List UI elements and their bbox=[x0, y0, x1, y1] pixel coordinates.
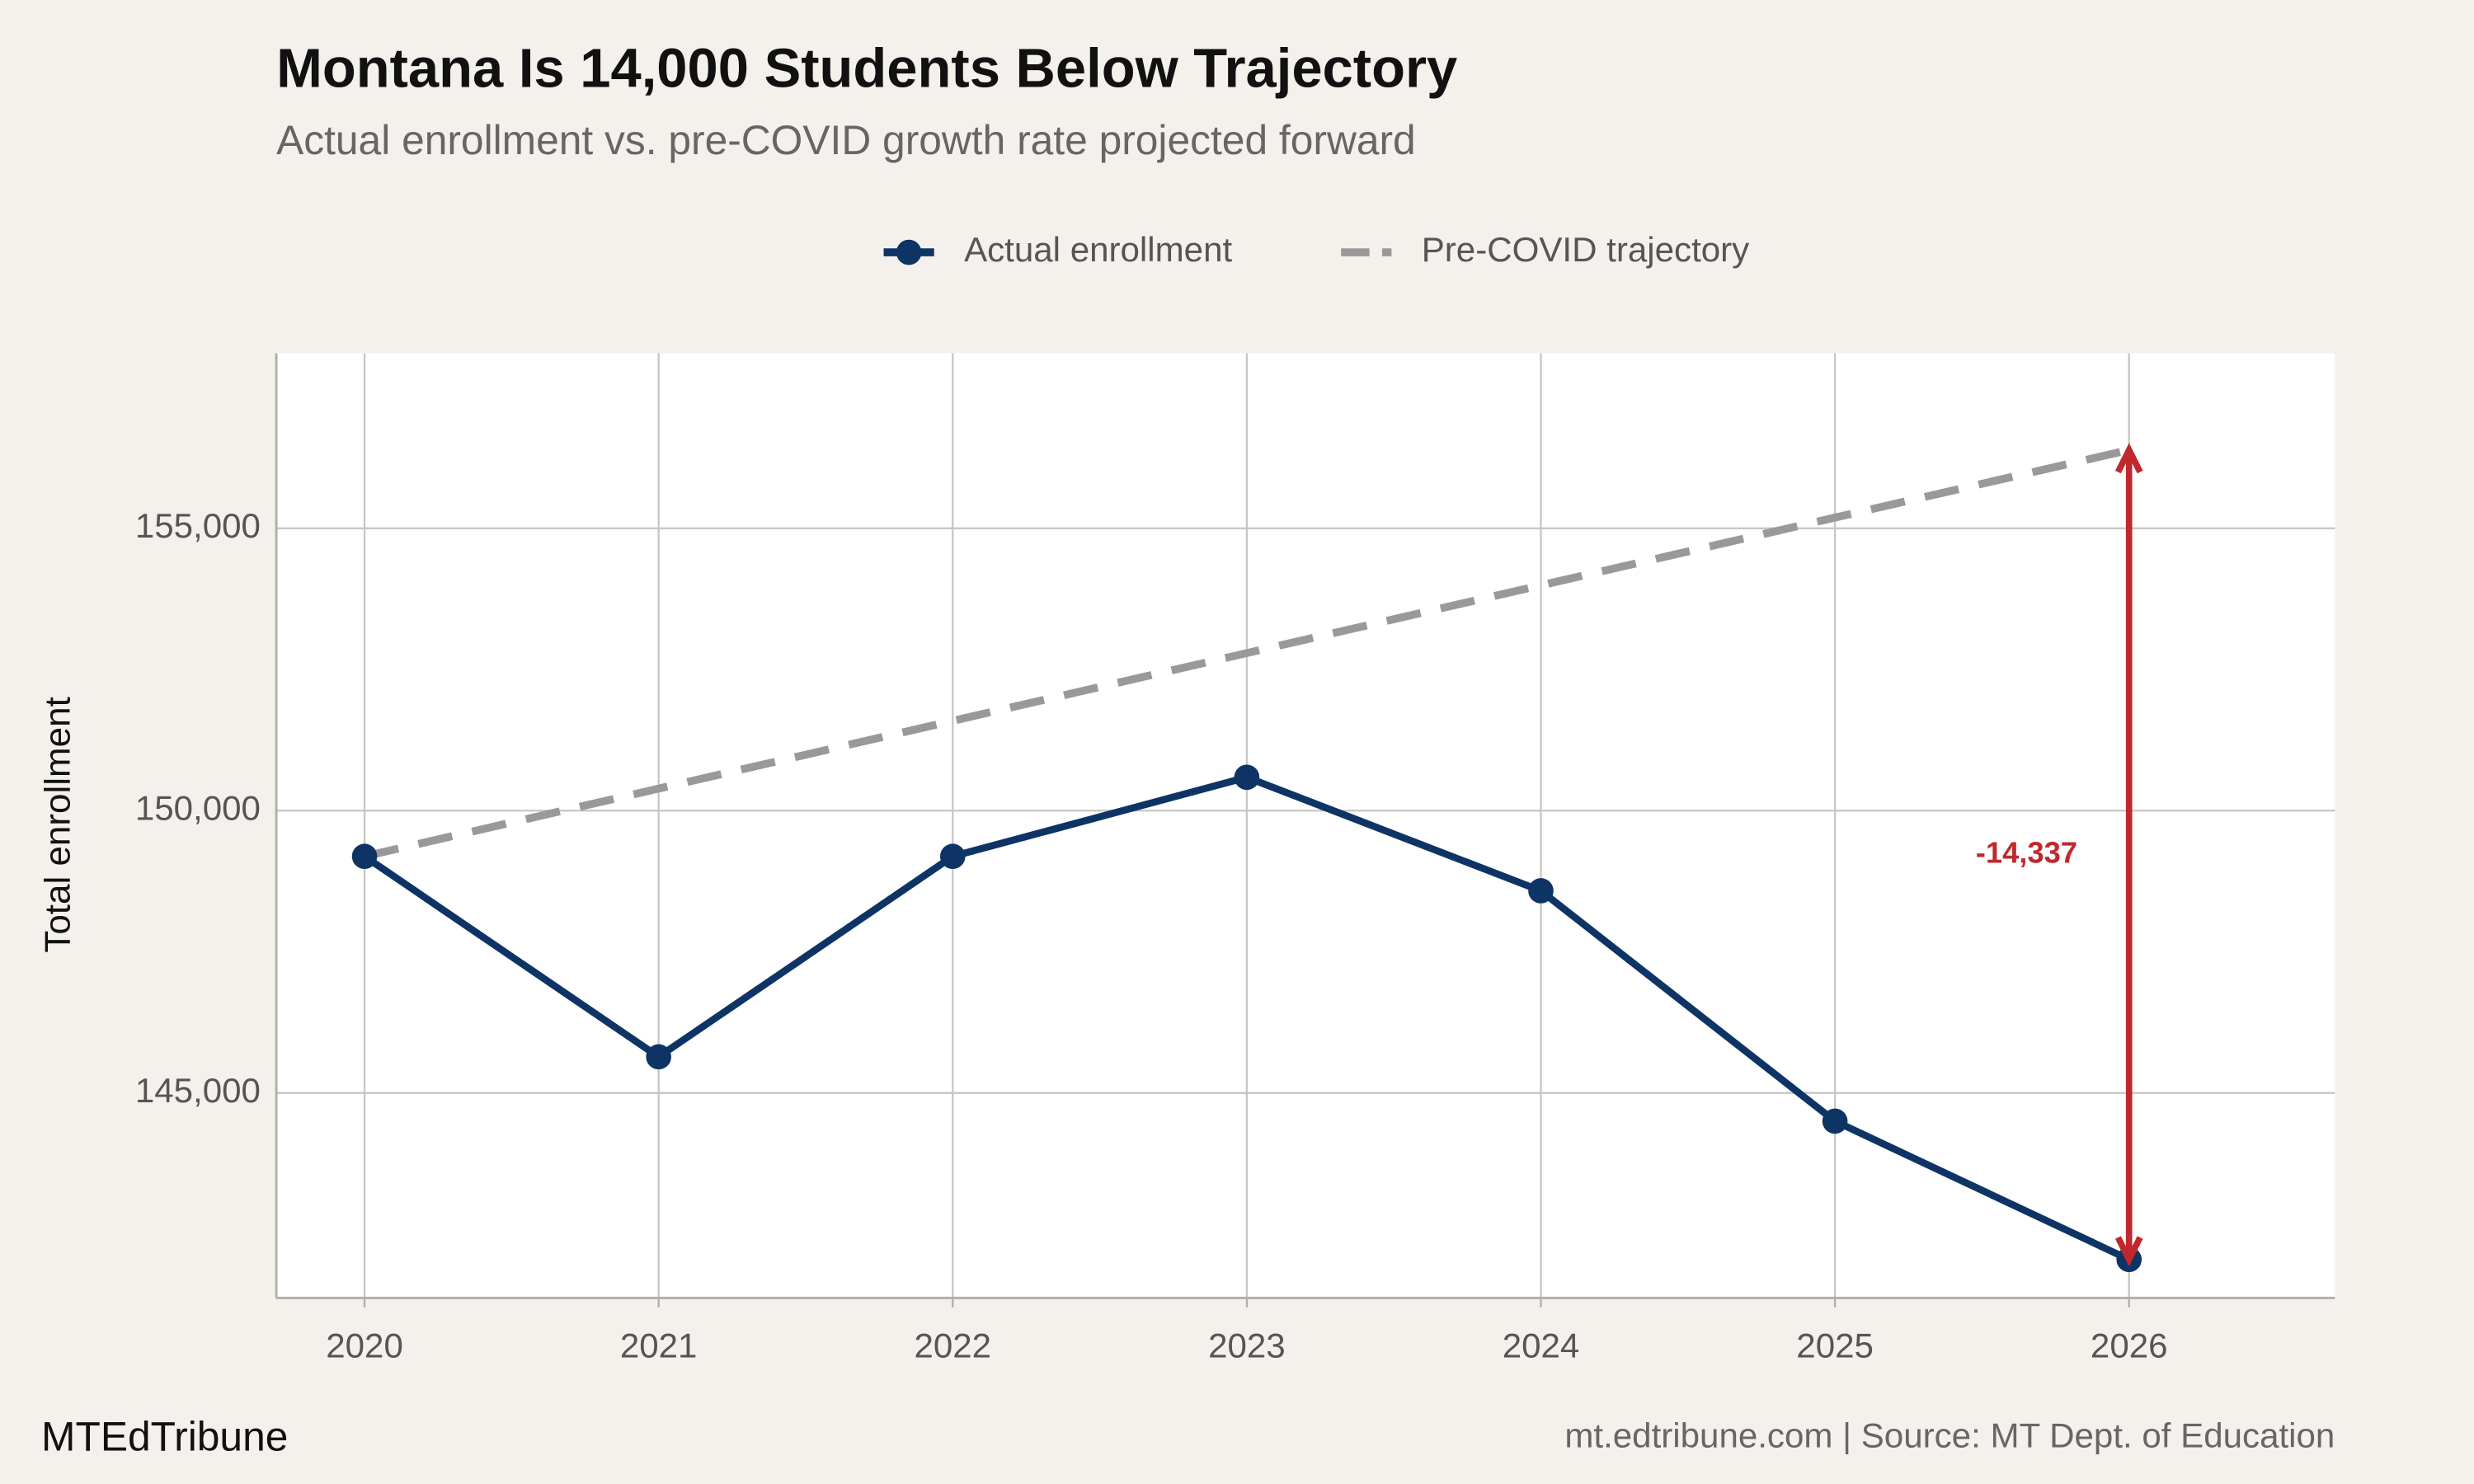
x-tick-label: 2022 bbox=[914, 1327, 991, 1365]
x-tick-label: 2025 bbox=[1796, 1327, 1874, 1365]
footer-source: mt.edtribune.com | Source: MT Dept. of E… bbox=[1564, 1416, 2335, 1455]
chart-title: Montana Is 14,000 Students Below Traject… bbox=[276, 38, 1457, 100]
y-tick-label: 145,000 bbox=[135, 1071, 261, 1110]
arrow-head bbox=[2114, 1236, 2143, 1267]
legend: Actual enrollment Pre-COVID trajectory bbox=[883, 230, 1749, 269]
footer-brand: MTEdTribune bbox=[41, 1414, 288, 1460]
legend-label: Actual enrollment bbox=[964, 230, 1232, 269]
series-line bbox=[363, 446, 2130, 861]
data-point bbox=[939, 843, 966, 870]
data-point bbox=[1528, 878, 1554, 904]
x-tick-label: 2024 bbox=[1503, 1327, 1580, 1365]
gap-arrow bbox=[2114, 443, 2143, 1267]
plot-layer: 145,000 150,000 155,000 2020 2021 2022 2023 202… bbox=[135, 353, 2335, 1365]
legend-marker bbox=[896, 239, 922, 265]
x-tick-label: 2020 bbox=[326, 1327, 403, 1365]
data-point bbox=[351, 843, 378, 870]
data-point bbox=[1822, 1108, 1848, 1134]
x-tick-label: 2021 bbox=[620, 1327, 698, 1365]
chart-subtitle: Actual enrollment vs. pre-COVID growth r… bbox=[276, 117, 1416, 163]
x-tick-label: 2026 bbox=[2091, 1327, 2168, 1365]
legend-label: Pre-COVID trajectory bbox=[1422, 230, 1749, 269]
x-tick-label: 2023 bbox=[1208, 1327, 1286, 1365]
y-tick-label: 155,000 bbox=[135, 506, 261, 545]
arrow-head bbox=[2114, 443, 2143, 474]
y-axis-label: Total enrollment bbox=[38, 697, 78, 953]
annotation-label: -14,337 bbox=[1976, 835, 2077, 869]
data-point bbox=[646, 1044, 671, 1070]
data-point bbox=[1234, 764, 1260, 791]
y-tick-label: 150,000 bbox=[135, 788, 261, 827]
plot-panel bbox=[276, 353, 2335, 1298]
